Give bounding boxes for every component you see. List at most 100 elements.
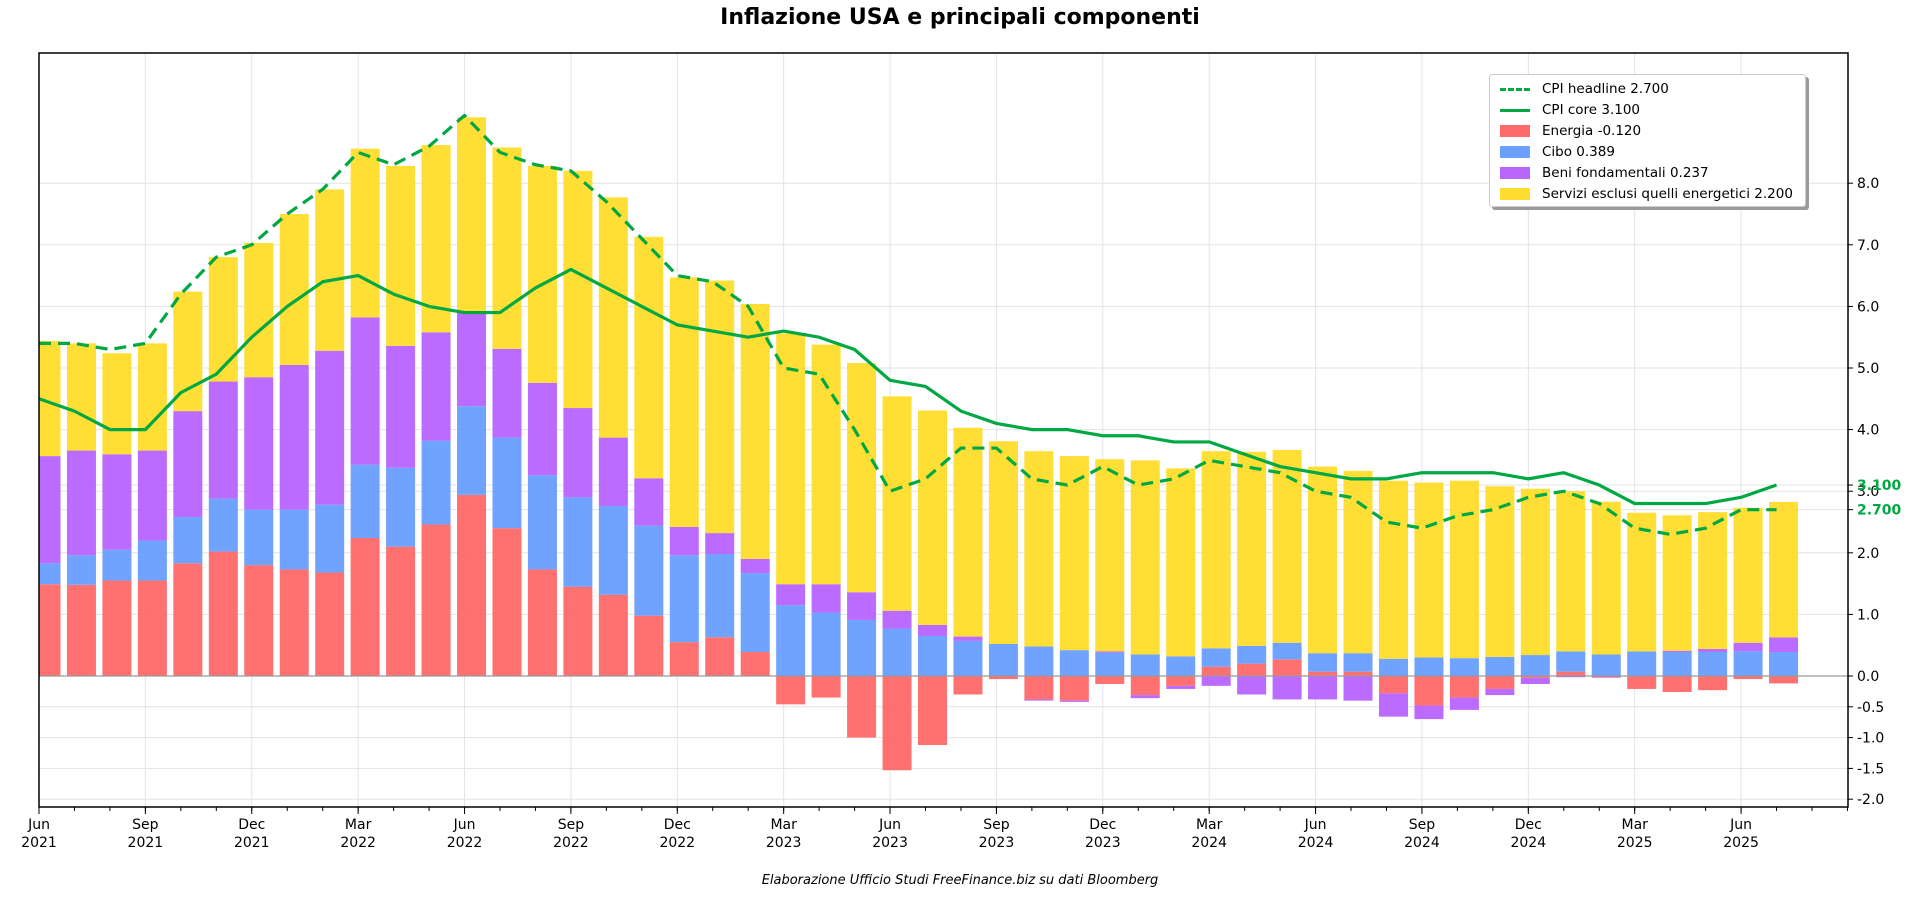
x-tick-label-month: Mar (770, 817, 797, 833)
bar-cibo (386, 467, 416, 547)
bar-energia (1308, 671, 1338, 676)
x-tick-label-month: Mar (345, 817, 372, 833)
bar-energia (918, 676, 947, 745)
bar-cibo (315, 504, 345, 573)
bar-energia (634, 615, 664, 676)
bar-beni-fondamentali (1449, 697, 1479, 710)
bar-energia (740, 651, 770, 676)
line-cpi-core (38, 267, 1778, 506)
bar-energia (1095, 676, 1125, 685)
bar-energia (527, 569, 557, 676)
bar-energia (847, 676, 877, 738)
bar-servizi-esclusi-quelli-energetici (421, 145, 451, 333)
bar-cibo (1698, 651, 1728, 676)
bar-energia (1237, 663, 1267, 676)
bar-servizi-esclusi-quelli-energetici (1166, 468, 1196, 657)
bar-beni-fondamentali (137, 450, 167, 541)
bar-energia (1343, 671, 1373, 676)
bar-cibo (1520, 655, 1550, 676)
x-tick-label-month: Sep (558, 817, 585, 833)
x-tick-label-year: 2023 (979, 835, 1015, 851)
y-tick-label: 7.0 (1857, 238, 1879, 254)
bar-cibo (740, 573, 770, 652)
bar-cibo (1201, 648, 1231, 667)
bar-beni-fondamentali (669, 526, 699, 556)
x-tick-label-year: 2023 (872, 835, 908, 851)
bar-servizi-esclusi-quelli-energetici (39, 340, 61, 457)
bar-cibo (918, 635, 947, 676)
bar-beni-fondamentali (386, 345, 416, 468)
bar-energia (1130, 676, 1160, 696)
bar-beni-fondamentali (740, 558, 770, 574)
bar-energia (492, 528, 522, 676)
bar-energia (705, 637, 735, 676)
legend-item-servizi: Servizi esclusi quelli energetici 2.200 (1500, 184, 1793, 204)
bar-energia (811, 676, 841, 698)
bar-cibo (1627, 651, 1657, 676)
y-tick-label: -1.0 (1857, 731, 1884, 747)
bar-cibo (208, 498, 238, 552)
bar-cibo (634, 525, 664, 616)
bar-beni-fondamentali (457, 312, 487, 407)
bar-servizi-esclusi-quelli-energetici (527, 165, 557, 383)
line-cpi-headline (39, 113, 1777, 536)
bar-cibo (350, 464, 380, 539)
bar-servizi-esclusi-quelli-energetici (1485, 486, 1515, 657)
bar-cibo (39, 563, 61, 585)
bar-cibo (1556, 651, 1586, 672)
x-tick-label-month: Jun (453, 817, 476, 833)
bar-cibo (1059, 650, 1089, 676)
chart-title: Inflazione USA e principali componenti (720, 5, 1200, 30)
bar-servizi-esclusi-quelli-energetici (1308, 466, 1338, 654)
bar-servizi-esclusi-quelli-energetici (1698, 512, 1728, 649)
y-axis: 8.0 7.0 6.0 5.0 4.0 3.0 2.0 1.0 0.0 -0.5 -1.0 -1.5 -… (1848, 176, 1902, 808)
bar-beni-fondamentali (1662, 650, 1692, 652)
bar-energia (66, 584, 96, 676)
x-tick-label-year: 2024 (1510, 835, 1546, 851)
bar-servizi-esclusi-quelli-energetici (811, 344, 841, 585)
bar-energia (1449, 676, 1479, 698)
bar-energia (669, 642, 699, 676)
x-tick-label-year: 2024 (1191, 835, 1227, 851)
y-tick-label: -0.5 (1857, 700, 1884, 716)
bar-beni-fondamentali (1343, 676, 1373, 701)
x-tick-label-year: 2025 (1617, 835, 1653, 851)
bar-beni-fondamentali (208, 381, 238, 499)
bar-beni-fondamentali (315, 350, 345, 505)
stacked-bars (39, 117, 1799, 771)
legend-item-cpi-core: CPI core 3.100 (1500, 100, 1640, 120)
bar-servizi-esclusi-quelli-energetici (1201, 451, 1231, 649)
y-tick-label: 5.0 (1857, 361, 1879, 377)
source-footnote: Elaborazione Ufficio Studi FreeFinance.b… (761, 873, 1159, 888)
y-tick-label: 0.0 (1857, 669, 1879, 685)
bar-beni-fondamentali (882, 610, 912, 629)
bar-beni-fondamentali (847, 592, 877, 620)
bar-servizi-esclusi-quelli-energetici (1237, 451, 1267, 646)
x-tick-label-year: 2022 (659, 835, 695, 851)
x-tick-label-year: 2024 (1298, 835, 1334, 851)
legend: CPI headline 2.700 CPI core 3.100 Energi… (1489, 74, 1806, 207)
bar-beni-fondamentali (1591, 677, 1621, 678)
bar-energia (457, 494, 487, 676)
x-tick-label-year: 2023 (766, 835, 802, 851)
bar-energia (1272, 659, 1302, 676)
bar-servizi-esclusi-quelli-energetici (1024, 451, 1054, 647)
bar-beni-fondamentali (421, 332, 451, 441)
y-tick-label: 1.0 (1857, 607, 1879, 623)
legend-label: CPI core 3.100 (1542, 102, 1641, 118)
bar-beni-fondamentali (811, 584, 841, 613)
x-tick-label-year: 2021 (21, 835, 57, 851)
bar-beni-fondamentali (1059, 700, 1089, 702)
last-value-label: 3.100 (1857, 478, 1902, 494)
bar-cibo (669, 555, 699, 643)
x-tick-label-month: Sep (1409, 817, 1436, 833)
bar-energia (173, 563, 203, 676)
bar-servizi-esclusi-quelli-energetici (598, 197, 628, 438)
bar-cibo (66, 555, 96, 585)
y-tick-label: 3.0 (1857, 484, 1879, 500)
solid-line-icon (1500, 108, 1530, 112)
bar-servizi-esclusi-quelli-energetici (1059, 456, 1089, 651)
bar-servizi-esclusi-quelli-energetici (1662, 515, 1692, 651)
bar-beni-fondamentali (563, 408, 593, 498)
legend-label: CPI headline 2.700 (1542, 81, 1669, 97)
